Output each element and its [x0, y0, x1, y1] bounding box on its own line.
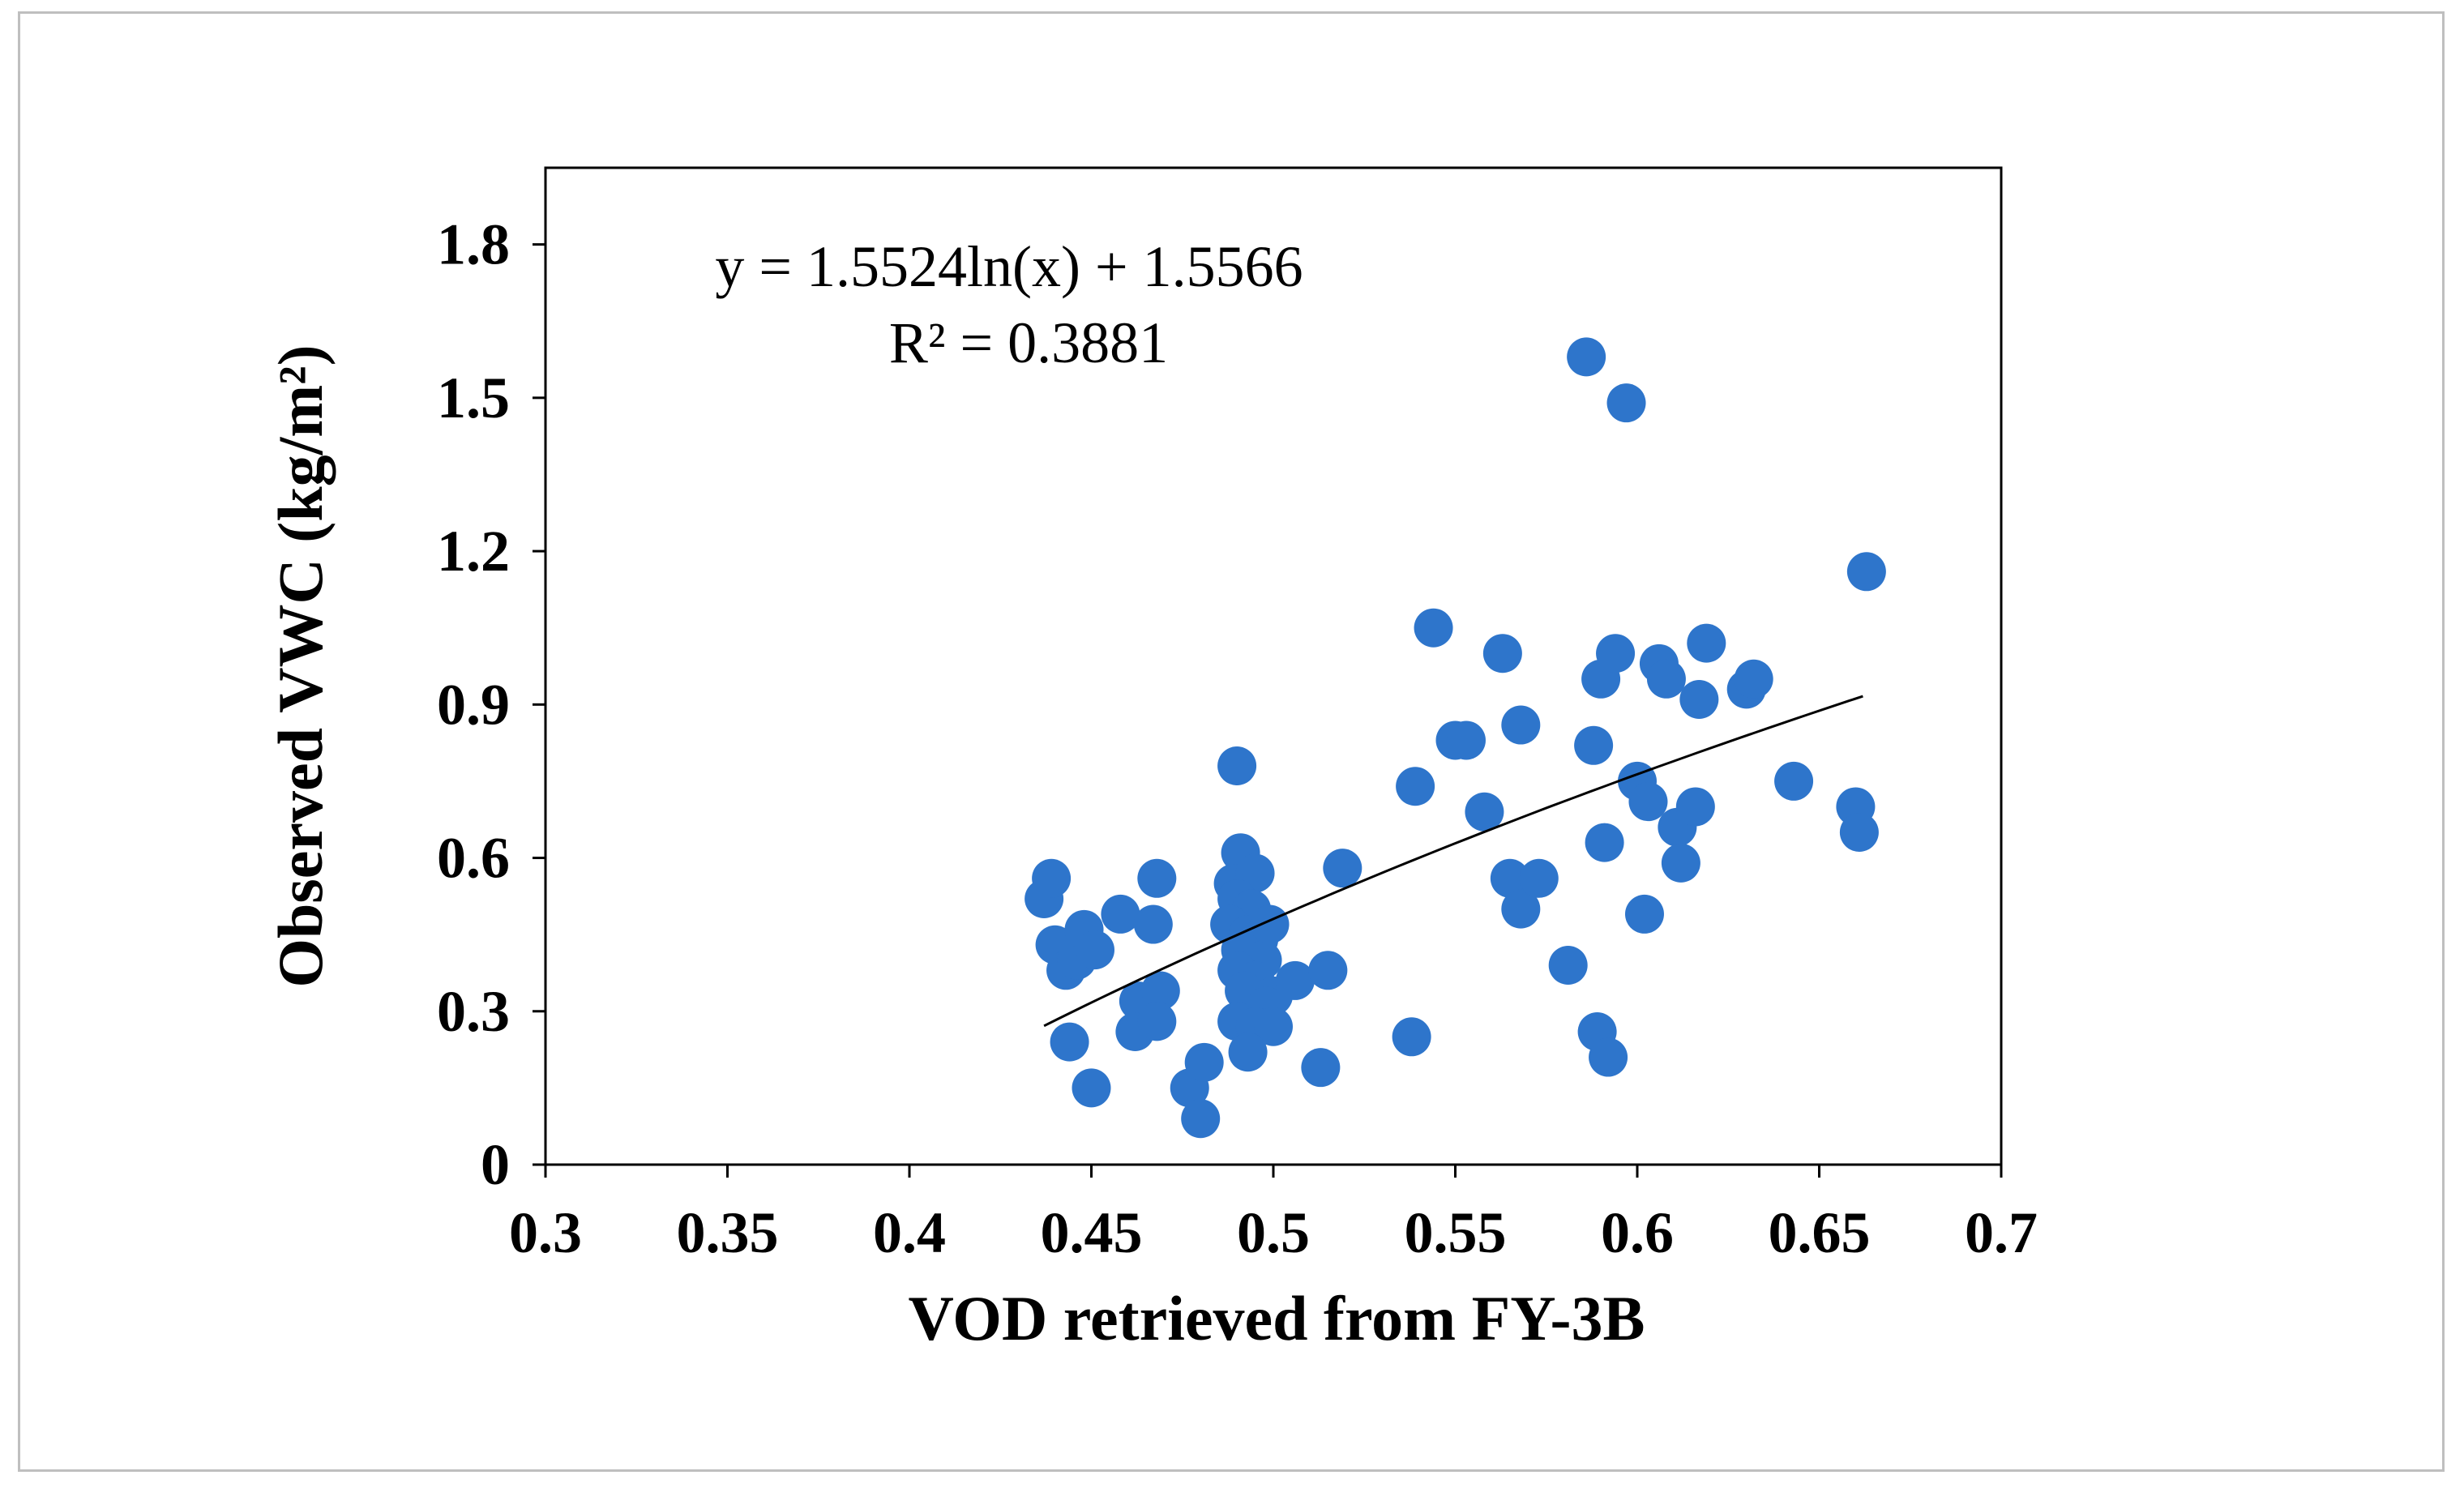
data-point	[1548, 946, 1588, 985]
data-point	[1275, 960, 1315, 1000]
x-tick-label: 0.4	[873, 1200, 946, 1265]
data-point	[1075, 930, 1114, 970]
data-point	[1490, 858, 1529, 898]
data-point	[1140, 971, 1180, 1011]
data-point	[1646, 659, 1686, 699]
y-tick-label: 1.8	[437, 212, 510, 277]
data-point	[1072, 1068, 1111, 1108]
y-tick-label: 0.3	[437, 979, 510, 1044]
data-point	[1032, 858, 1072, 898]
data-points	[1025, 337, 1886, 1139]
trendline-equation: y = 1.5524ln(x) + 1.5566	[715, 234, 1303, 299]
data-point	[1675, 787, 1715, 827]
data-point	[1596, 634, 1636, 673]
data-point	[1846, 552, 1886, 592]
data-point	[1254, 1007, 1293, 1046]
y-tick-label: 1.5	[437, 366, 510, 430]
data-point	[1217, 746, 1257, 785]
data-point	[1465, 792, 1504, 832]
data-point	[1446, 720, 1486, 760]
data-point	[1839, 813, 1879, 852]
data-point	[1133, 904, 1173, 944]
data-point	[1323, 849, 1362, 888]
x-tick-label: 0.55	[1405, 1200, 1507, 1265]
data-point	[1628, 782, 1668, 822]
y-tick-label: 0	[481, 1132, 510, 1197]
data-point	[1396, 767, 1435, 806]
figure-frame: 0 0.3 0.6 0.9 1.2 1.5 1.8 0.3 0.35 0.4 0.45 0.5 0.5…	[18, 11, 2445, 1472]
data-point	[1250, 904, 1290, 944]
data-point	[1567, 337, 1606, 377]
data-point	[1501, 889, 1541, 929]
data-point	[1589, 1037, 1628, 1077]
y-tick-label: 0.9	[437, 672, 510, 737]
data-point	[1585, 823, 1624, 862]
x-tick-label: 0.5	[1237, 1200, 1310, 1265]
data-point	[1228, 1033, 1268, 1072]
scatter-chart: 00.30.60.91.21.51.8 0.3 0.35 0.4 0.45 0.5 0.5…	[265, 166, 2038, 1353]
data-point	[1519, 858, 1559, 898]
x-tick-label: 0.45	[1041, 1200, 1143, 1265]
r-squared-label: R² = 0.3881	[889, 310, 1168, 375]
x-tick-label: 0.35	[677, 1200, 779, 1265]
data-point	[1624, 894, 1664, 934]
x-tick-label: 0.7	[1965, 1200, 2038, 1265]
x-tick-label: 0.6	[1601, 1200, 1674, 1265]
data-point	[1414, 608, 1453, 648]
data-point	[1482, 634, 1522, 673]
y-tick-label: 0.6	[437, 826, 510, 891]
data-point	[1137, 858, 1177, 898]
data-point	[1137, 1002, 1177, 1041]
data-point	[1679, 680, 1719, 719]
data-point	[1308, 951, 1348, 990]
data-point	[1661, 843, 1700, 883]
trendline	[1043, 695, 1863, 1028]
data-point	[1181, 1099, 1221, 1139]
data-point	[1392, 1017, 1431, 1057]
y-axis: 0 0.3 0.6 0.9 1.2 1.5 1.8	[437, 212, 545, 1197]
data-point	[1734, 659, 1773, 699]
data-point	[1101, 894, 1140, 934]
x-tick-label: 0.3	[509, 1200, 582, 1265]
x-axis-title: VOD retrieved from FY-3B	[909, 1283, 1645, 1353]
data-point	[1050, 1022, 1089, 1062]
data-point	[1774, 761, 1814, 801]
data-point	[1574, 725, 1614, 765]
x-axis: 0.3 0.35 0.4 0.45 0.5 0.55 0.6 0.65 0.7	[509, 1165, 2038, 1265]
data-point	[1687, 623, 1726, 663]
data-point	[1606, 383, 1646, 423]
data-point	[1501, 705, 1541, 745]
x-tick-label: 0.65	[1769, 1200, 1871, 1265]
y-axis-title: Observed VWC (kg/m²)	[265, 344, 336, 987]
data-point	[1184, 1042, 1224, 1082]
data-point	[1301, 1048, 1341, 1088]
y-tick-label: 1.2	[437, 519, 510, 584]
